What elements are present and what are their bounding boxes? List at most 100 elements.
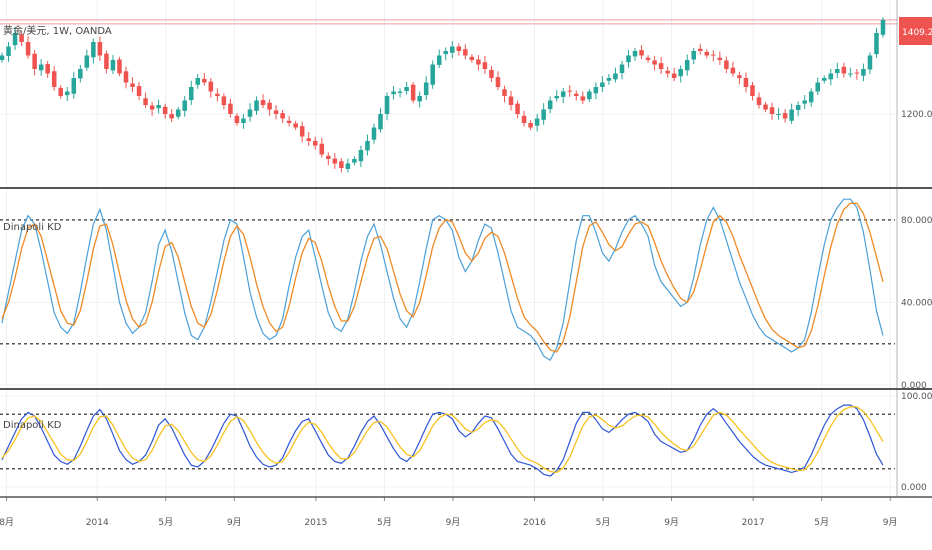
candle-up[interactable]	[436, 49, 442, 69]
candle-down[interactable]	[339, 158, 344, 173]
candle-down[interactable]	[737, 71, 742, 85]
kd2-series-k-line[interactable]	[1, 404, 884, 477]
candle-down[interactable]	[143, 92, 148, 109]
candle-up[interactable]	[828, 69, 834, 86]
candle-up[interactable]	[365, 134, 370, 156]
candle-down[interactable]	[495, 71, 501, 91]
candle-up[interactable]	[789, 103, 794, 124]
candle-down[interactable]	[130, 77, 135, 92]
candle-up[interactable]	[613, 67, 618, 83]
candle-down[interactable]	[306, 132, 311, 146]
kd-pane-2[interactable]	[0, 404, 895, 477]
candle-down[interactable]	[476, 55, 481, 71]
candle-up[interactable]	[547, 96, 553, 114]
candle-down[interactable]	[515, 100, 520, 119]
candle-down[interactable]	[208, 78, 214, 98]
price-pane[interactable]	[0, 17, 898, 173]
candle-down[interactable]	[567, 85, 573, 97]
candle-up[interactable]	[241, 114, 246, 129]
candle-down[interactable]	[750, 82, 755, 101]
candle-down[interactable]	[117, 56, 122, 77]
candle-down[interactable]	[221, 93, 227, 110]
candle-down[interactable]	[456, 43, 462, 56]
candle-down[interactable]	[149, 101, 155, 116]
candle-up[interactable]	[6, 42, 11, 62]
candle-down[interactable]	[528, 120, 533, 131]
candle-up[interactable]	[254, 96, 259, 115]
candle-up[interactable]	[619, 60, 625, 80]
candle-down[interactable]	[463, 44, 468, 60]
candle-up[interactable]	[71, 71, 77, 99]
candle-up[interactable]	[430, 60, 435, 89]
candle-up[interactable]	[534, 114, 540, 132]
candle-up[interactable]	[848, 67, 853, 78]
kd1-series-k-line[interactable]	[1, 198, 884, 362]
candle-down[interactable]	[841, 62, 847, 78]
candle-down[interactable]	[489, 65, 494, 83]
candle-down[interactable]	[234, 113, 240, 126]
candle-up[interactable]	[835, 62, 840, 78]
candle-down[interactable]	[711, 50, 716, 62]
candle-up[interactable]	[423, 76, 429, 101]
candle-up[interactable]	[808, 88, 814, 107]
candle-down[interactable]	[665, 66, 670, 78]
candle-up[interactable]	[358, 145, 364, 168]
candle-up[interactable]	[0, 52, 5, 63]
pane-separators[interactable]	[0, 187, 932, 498]
candle-up[interactable]	[821, 75, 827, 84]
candle-down[interactable]	[574, 90, 579, 101]
candle-down[interactable]	[97, 36, 103, 61]
candle-up[interactable]	[880, 17, 886, 38]
candle-up[interactable]	[443, 47, 449, 61]
candle-up[interactable]	[874, 28, 879, 58]
candle-down[interactable]	[299, 121, 305, 143]
candle-up[interactable]	[378, 108, 383, 133]
candle-up[interactable]	[450, 41, 455, 59]
candle-up[interactable]	[776, 107, 781, 120]
candle-up[interactable]	[691, 47, 697, 65]
candle-down[interactable]	[717, 51, 723, 65]
candle-down[interactable]	[45, 60, 50, 78]
candle-down[interactable]	[58, 85, 64, 99]
candle-down[interactable]	[730, 61, 736, 77]
candle-down[interactable]	[228, 98, 233, 118]
candle-up[interactable]	[600, 76, 605, 92]
candle-up[interactable]	[678, 65, 683, 83]
candle-up[interactable]	[802, 95, 807, 110]
candle-down[interactable]	[756, 92, 762, 109]
candle-down[interactable]	[19, 30, 24, 47]
candle-down[interactable]	[293, 120, 298, 131]
candle-down[interactable]	[104, 50, 109, 74]
candle-down[interactable]	[671, 67, 677, 82]
candle-down[interactable]	[782, 109, 788, 123]
candle-up[interactable]	[541, 103, 546, 125]
candle-down[interactable]	[32, 50, 37, 76]
candle-down[interactable]	[332, 153, 338, 169]
candle-down[interactable]	[215, 88, 220, 102]
candle-down[interactable]	[769, 102, 775, 120]
candle-up[interactable]	[110, 55, 116, 74]
candle-down[interactable]	[763, 101, 768, 113]
candle-down[interactable]	[652, 55, 657, 71]
candle-down[interactable]	[854, 69, 860, 80]
candle-down[interactable]	[162, 103, 168, 119]
candle-down[interactable]	[286, 115, 292, 127]
candle-up[interactable]	[391, 86, 396, 100]
candle-up[interactable]	[684, 54, 690, 76]
candle-down[interactable]	[25, 36, 31, 59]
candle-down[interactable]	[639, 45, 644, 60]
candle-down[interactable]	[658, 56, 664, 74]
candle-up[interactable]	[867, 52, 873, 74]
candle-up[interactable]	[247, 103, 253, 122]
candle-up[interactable]	[626, 50, 631, 68]
candle-up[interactable]	[38, 59, 44, 76]
candle-up[interactable]	[417, 91, 422, 108]
candle-up[interactable]	[384, 92, 390, 121]
candle-up[interactable]	[554, 90, 559, 102]
candle-down[interactable]	[123, 66, 129, 89]
candle-down[interactable]	[743, 72, 749, 93]
candle-down[interactable]	[202, 73, 207, 86]
candle-down[interactable]	[169, 109, 174, 123]
candle-up[interactable]	[795, 101, 801, 117]
kd1-series-d-line[interactable]	[1, 202, 884, 353]
